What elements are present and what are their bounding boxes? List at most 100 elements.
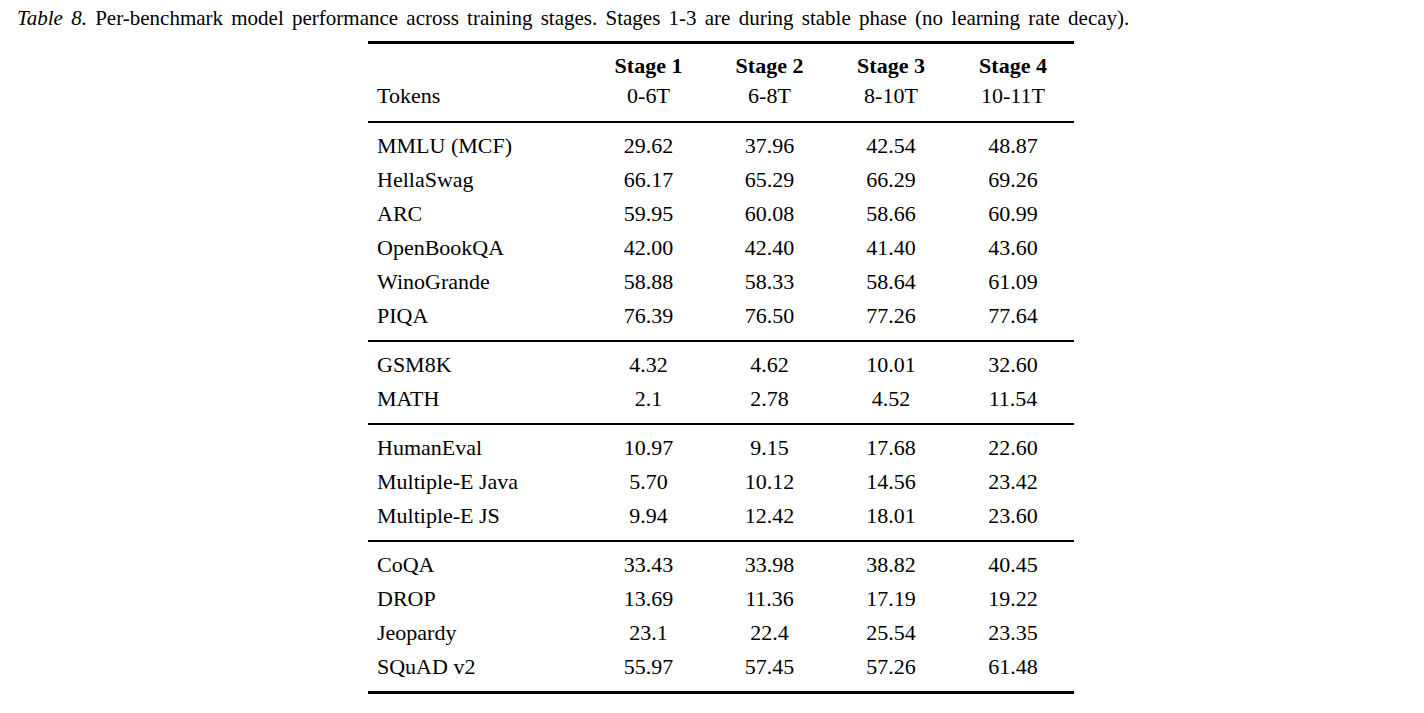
table-caption: Table 8. Per-benchmark model performance… xyxy=(17,5,1413,31)
table-row: Multiple-E Java5.7010.1214.5623.42 xyxy=(368,465,1074,499)
score-cell: 4.52 xyxy=(830,382,952,424)
score-cell: 19.22 xyxy=(952,582,1074,616)
table-row: DROP13.6911.3617.1919.22 xyxy=(368,582,1074,616)
table-row: HellaSwag66.1765.2966.2969.26 xyxy=(368,163,1074,197)
score-cell: 32.60 xyxy=(952,341,1074,382)
score-cell: 66.29 xyxy=(830,163,952,197)
benchmark-name: HumanEval xyxy=(368,424,588,465)
score-cell: 57.26 xyxy=(830,650,952,693)
score-cell: 40.45 xyxy=(952,541,1074,582)
tokens-header-row: Tokens 0-6T 6-8T 8-10T 10-11T xyxy=(368,81,1074,122)
benchmark-name: MATH xyxy=(368,382,588,424)
score-cell: 58.88 xyxy=(588,265,709,299)
benchmark-name: MMLU (MCF) xyxy=(368,122,588,163)
score-cell: 42.00 xyxy=(588,231,709,265)
score-cell: 25.54 xyxy=(830,616,952,650)
table-row: HumanEval10.979.1517.6822.60 xyxy=(368,424,1074,465)
table-row: PIQA76.3976.5077.2677.64 xyxy=(368,299,1074,341)
score-cell: 43.60 xyxy=(952,231,1074,265)
score-cell: 9.15 xyxy=(709,424,830,465)
table-header: Stage 1 Stage 2 Stage 3 Stage 4 Tokens 0… xyxy=(368,43,1074,123)
score-cell: 13.69 xyxy=(588,582,709,616)
score-cell: 11.54 xyxy=(952,382,1074,424)
benchmark-group: HumanEval10.979.1517.6822.60Multiple-E J… xyxy=(368,424,1074,541)
benchmark-name: Multiple-E JS xyxy=(368,499,588,541)
score-cell: 10.01 xyxy=(830,341,952,382)
table-caption-label: Table 8. xyxy=(17,6,87,30)
benchmark-name: OpenBookQA xyxy=(368,231,588,265)
score-cell: 11.36 xyxy=(709,582,830,616)
table-row: CoQA33.4333.9838.8240.45 xyxy=(368,541,1074,582)
score-cell: 77.26 xyxy=(830,299,952,341)
score-cell: 58.66 xyxy=(830,197,952,231)
score-cell: 38.82 xyxy=(830,541,952,582)
score-cell: 33.98 xyxy=(709,541,830,582)
header-empty-cell xyxy=(368,43,588,82)
score-cell: 4.32 xyxy=(588,341,709,382)
score-cell: 48.87 xyxy=(952,122,1074,163)
score-cell: 12.42 xyxy=(709,499,830,541)
stage-header-row: Stage 1 Stage 2 Stage 3 Stage 4 xyxy=(368,43,1074,82)
score-cell: 42.54 xyxy=(830,122,952,163)
score-cell: 14.56 xyxy=(830,465,952,499)
score-cell: 58.64 xyxy=(830,265,952,299)
table-row: WinoGrande58.8858.3358.6461.09 xyxy=(368,265,1074,299)
benchmark-name: HellaSwag xyxy=(368,163,588,197)
score-cell: 76.39 xyxy=(588,299,709,341)
score-cell: 17.19 xyxy=(830,582,952,616)
score-cell: 58.33 xyxy=(709,265,830,299)
score-cell: 61.48 xyxy=(952,650,1074,693)
benchmark-name: PIQA xyxy=(368,299,588,341)
benchmark-name: CoQA xyxy=(368,541,588,582)
table-caption-text: Per-benchmark model performance across t… xyxy=(95,6,1129,30)
table-row: ARC59.9560.0858.6660.99 xyxy=(368,197,1074,231)
score-cell: 5.70 xyxy=(588,465,709,499)
benchmark-table: Stage 1 Stage 2 Stage 3 Stage 4 Tokens 0… xyxy=(368,41,1074,694)
score-cell: 57.45 xyxy=(709,650,830,693)
score-cell: 23.35 xyxy=(952,616,1074,650)
header-stage-1: Stage 1 xyxy=(588,43,709,82)
table-row: GSM8K4.324.6210.0132.60 xyxy=(368,341,1074,382)
benchmark-name: Multiple-E Java xyxy=(368,465,588,499)
score-cell: 18.01 xyxy=(830,499,952,541)
benchmark-name: SQuAD v2 xyxy=(368,650,588,693)
score-cell: 61.09 xyxy=(952,265,1074,299)
header-tokens-label: Tokens xyxy=(368,81,588,122)
score-cell: 4.62 xyxy=(709,341,830,382)
score-cell: 10.97 xyxy=(588,424,709,465)
score-cell: 23.60 xyxy=(952,499,1074,541)
table-row: MATH2.12.784.5211.54 xyxy=(368,382,1074,424)
score-cell: 22.60 xyxy=(952,424,1074,465)
score-cell: 65.29 xyxy=(709,163,830,197)
score-cell: 66.17 xyxy=(588,163,709,197)
benchmark-name: WinoGrande xyxy=(368,265,588,299)
benchmark-name: Jeopardy xyxy=(368,616,588,650)
header-stage-2: Stage 2 xyxy=(709,43,830,82)
score-cell: 29.62 xyxy=(588,122,709,163)
benchmark-name: DROP xyxy=(368,582,588,616)
score-cell: 69.26 xyxy=(952,163,1074,197)
score-cell: 2.78 xyxy=(709,382,830,424)
header-stage-4: Stage 4 xyxy=(952,43,1074,82)
score-cell: 77.64 xyxy=(952,299,1074,341)
table-row: Multiple-E JS9.9412.4218.0123.60 xyxy=(368,499,1074,541)
score-cell: 55.97 xyxy=(588,650,709,693)
table-row: OpenBookQA42.0042.4041.4043.60 xyxy=(368,231,1074,265)
benchmark-name: GSM8K xyxy=(368,341,588,382)
score-cell: 41.40 xyxy=(830,231,952,265)
score-cell: 10.12 xyxy=(709,465,830,499)
score-cell: 23.1 xyxy=(588,616,709,650)
header-token-range-1: 0-6T xyxy=(588,81,709,122)
score-cell: 76.50 xyxy=(709,299,830,341)
paper-page: Table 8. Per-benchmark model performance… xyxy=(0,0,1424,713)
score-cell: 9.94 xyxy=(588,499,709,541)
score-cell: 60.08 xyxy=(709,197,830,231)
benchmark-group: CoQA33.4333.9838.8240.45DROP13.6911.3617… xyxy=(368,541,1074,693)
score-cell: 23.42 xyxy=(952,465,1074,499)
score-cell: 2.1 xyxy=(588,382,709,424)
table-row: SQuAD v255.9757.4557.2661.48 xyxy=(368,650,1074,693)
score-cell: 17.68 xyxy=(830,424,952,465)
score-cell: 42.40 xyxy=(709,231,830,265)
benchmark-name: ARC xyxy=(368,197,588,231)
table-row: MMLU (MCF)29.6237.9642.5448.87 xyxy=(368,122,1074,163)
